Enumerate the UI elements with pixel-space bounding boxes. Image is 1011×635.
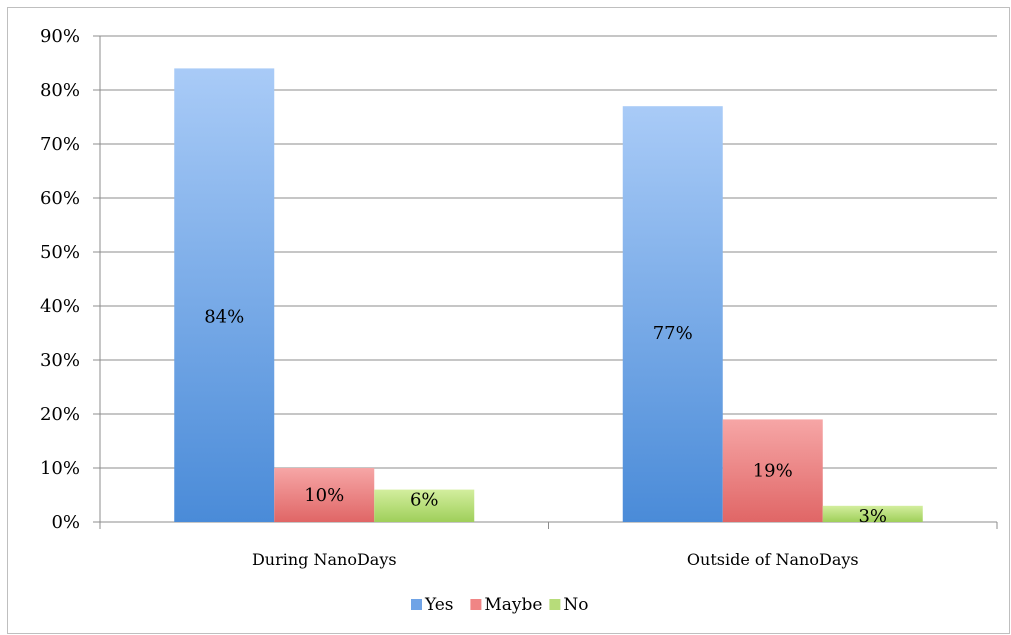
legend-swatch-yes	[411, 599, 422, 610]
data-label: 10%	[304, 485, 344, 506]
y-tick-label: 80%	[40, 80, 80, 101]
bar-maybe-2	[722, 419, 823, 522]
bar-no-1	[374, 489, 475, 522]
y-tick-label: 50%	[40, 242, 80, 263]
y-tick-label: 10%	[40, 458, 80, 479]
y-tick-label: 30%	[40, 350, 80, 371]
y-tick-label: 0%	[51, 512, 80, 533]
data-label: 19%	[753, 461, 793, 482]
y-tick-label: 90%	[40, 26, 80, 47]
data-label: 77%	[653, 323, 693, 344]
legend-swatch-no	[549, 599, 561, 610]
category-label: During NanoDays	[252, 550, 397, 569]
bar-yes-2	[622, 106, 723, 522]
y-tick-label: 70%	[40, 134, 80, 155]
legend-label-maybe: Maybe	[484, 595, 542, 615]
y-tick-label: 60%	[40, 188, 80, 209]
y-tick-label: 20%	[40, 404, 80, 425]
bars	[174, 68, 923, 523]
data-label: 3%	[858, 506, 887, 527]
y-tick-label: 40%	[40, 296, 80, 317]
data-labels: 84% 10% 6% 77% 19% 3%	[204, 306, 887, 526]
chart-frame	[7, 7, 1010, 634]
data-label: 84%	[204, 306, 244, 327]
axes: 0% 10% 20% 30% 40% 50% 60% 70% 80% 90% During Nano…	[40, 26, 998, 569]
bar-yes-1	[174, 68, 275, 523]
data-label: 6%	[410, 490, 439, 511]
legend-swatch-maybe	[470, 599, 482, 610]
category-label: Outside of NanoDays	[687, 550, 859, 569]
bar-maybe-1	[274, 468, 375, 522]
legend: Yes Maybe No	[411, 595, 589, 615]
bar-no-2	[822, 505, 923, 522]
legend-label-no: No	[563, 595, 588, 615]
legend-label-yes: Yes	[424, 595, 454, 615]
